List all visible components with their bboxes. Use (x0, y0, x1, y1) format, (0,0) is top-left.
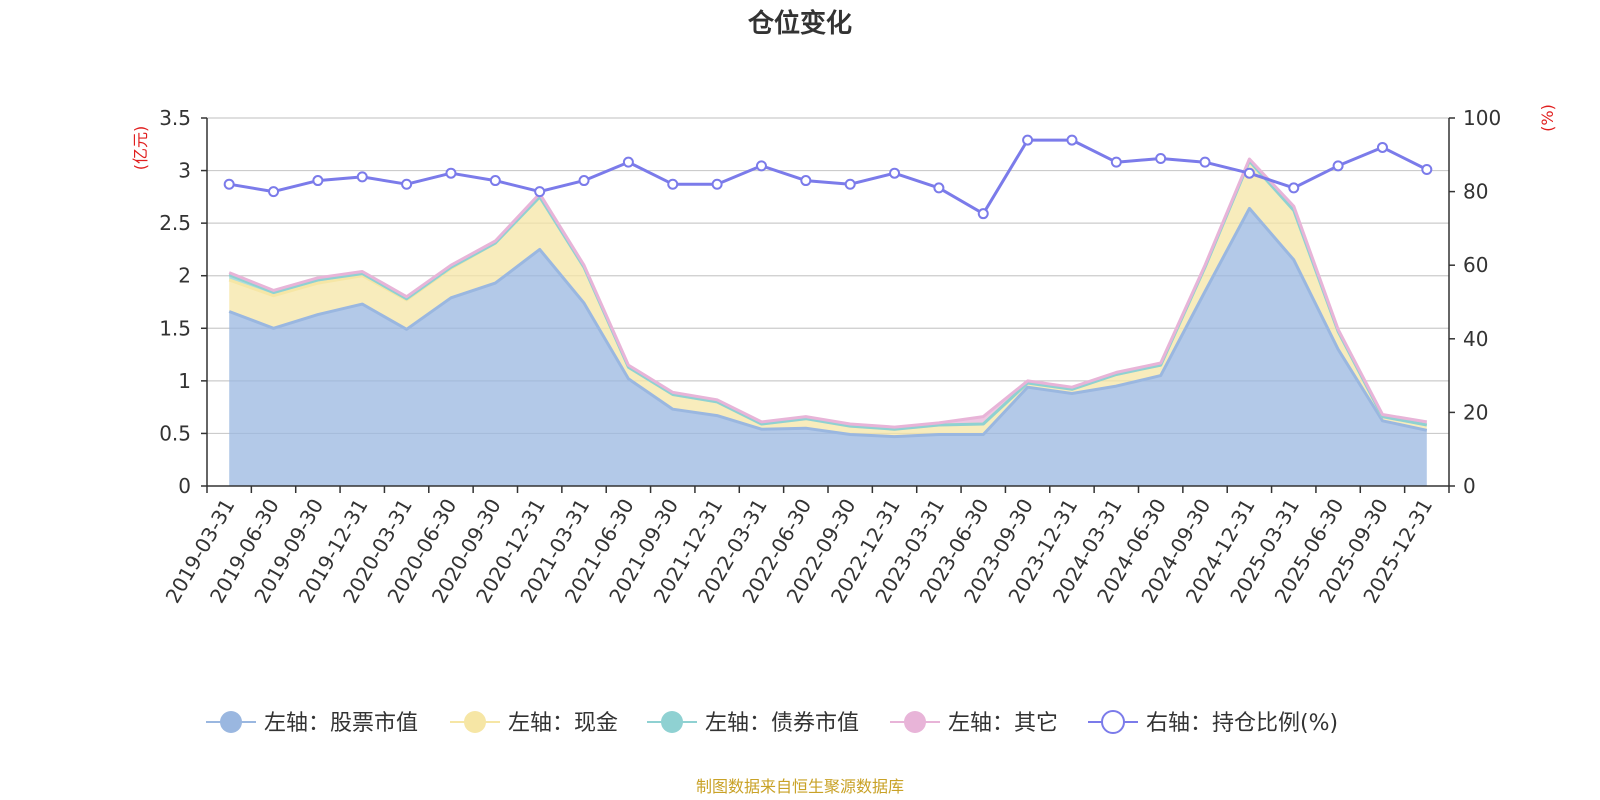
series-edge-line (228, 157, 1428, 429)
series-point[interactable] (1332, 160, 1344, 172)
series-point[interactable] (844, 178, 856, 190)
legend-swatch-marker (661, 711, 683, 733)
series-point[interactable] (534, 186, 546, 198)
legend-swatch-marker (1101, 710, 1125, 734)
left-axis-tick-label: 2.5 (159, 211, 191, 235)
right-axis-tick-label: 40 (1463, 327, 1488, 351)
legend-swatch-marker (464, 711, 486, 733)
line-layer (223, 134, 1433, 220)
area-layer (228, 157, 1428, 486)
legend-swatch-marker (220, 711, 242, 733)
legend-label: 左轴：债券市值 (705, 711, 859, 736)
legend-item[interactable]: 左轴：股票市值 (206, 711, 418, 736)
right-axis-unit: (%) (1538, 104, 1557, 132)
legend-item[interactable]: 左轴：现金 (450, 711, 618, 736)
series-point[interactable] (1243, 167, 1255, 179)
series-point[interactable] (1376, 141, 1388, 153)
series-point[interactable] (1199, 156, 1211, 168)
series-edge-line (228, 206, 1428, 439)
series-point[interactable] (356, 171, 368, 183)
series-point[interactable] (1288, 182, 1300, 194)
series-point[interactable] (1155, 152, 1167, 164)
series-point[interactable] (1022, 134, 1034, 146)
left-axis-tick-label: 2 (178, 264, 191, 288)
right-axis-tick-label: 100 (1463, 106, 1501, 130)
series-point[interactable] (755, 160, 767, 172)
right-axis-tick-label: 20 (1463, 400, 1488, 424)
series-point[interactable] (1421, 164, 1433, 176)
left-axis-tick-label: 0 (178, 474, 191, 498)
legend-item[interactable]: 左轴：其它 (890, 711, 1058, 736)
series-point[interactable] (489, 175, 501, 187)
left-axis-tick-label: 1 (178, 369, 191, 393)
right-axis-tick-label: 60 (1463, 253, 1488, 277)
series-point[interactable] (889, 167, 901, 179)
series-point[interactable] (711, 178, 723, 190)
left-axis-unit: (亿元) (131, 126, 150, 171)
series-point[interactable] (800, 175, 812, 187)
series-line (228, 138, 1428, 216)
left-axis-tick-label: 3.5 (159, 106, 191, 130)
right-axis-tick-label: 80 (1463, 180, 1488, 204)
series-point[interactable] (1066, 134, 1078, 146)
legend: 左轴：股票市值 左轴：现金 左轴：债券市值 左轴：其它 右轴：持仓比例(%) (206, 710, 1338, 736)
left-axis-tick-label: 1.5 (159, 316, 191, 340)
series-point[interactable] (223, 178, 235, 190)
legend-item[interactable]: 左轴：债券市值 (647, 711, 859, 736)
series-point[interactable] (1110, 156, 1122, 168)
legend-label: 左轴：现金 (508, 711, 618, 736)
data-source-note: 制图数据来自恒生聚源数据库 (696, 777, 904, 796)
chart-title: 仓位变化 (747, 8, 852, 39)
series-point[interactable] (312, 175, 324, 187)
left-axis-tick-label: 0.5 (159, 421, 191, 445)
series-point[interactable] (622, 156, 634, 168)
right-axis-tick-label: 0 (1463, 474, 1476, 498)
series-point[interactable] (268, 186, 280, 198)
legend-item[interactable]: 右轴：持仓比例(%) (1088, 710, 1338, 736)
series-point[interactable] (578, 175, 590, 187)
series-point[interactable] (977, 208, 989, 220)
series-point[interactable] (933, 182, 945, 194)
series-point[interactable] (667, 178, 679, 190)
series-point[interactable] (445, 167, 457, 179)
left-axis-tick-label: 3 (178, 159, 191, 183)
legend-label: 左轴：股票市值 (264, 711, 418, 736)
legend-label: 右轴：持仓比例(%) (1146, 711, 1338, 736)
legend-swatch-marker (904, 711, 926, 733)
series-point[interactable] (401, 178, 413, 190)
legend-label: 左轴：其它 (948, 711, 1058, 736)
series-area (229, 161, 1427, 437)
series-area (229, 208, 1427, 486)
